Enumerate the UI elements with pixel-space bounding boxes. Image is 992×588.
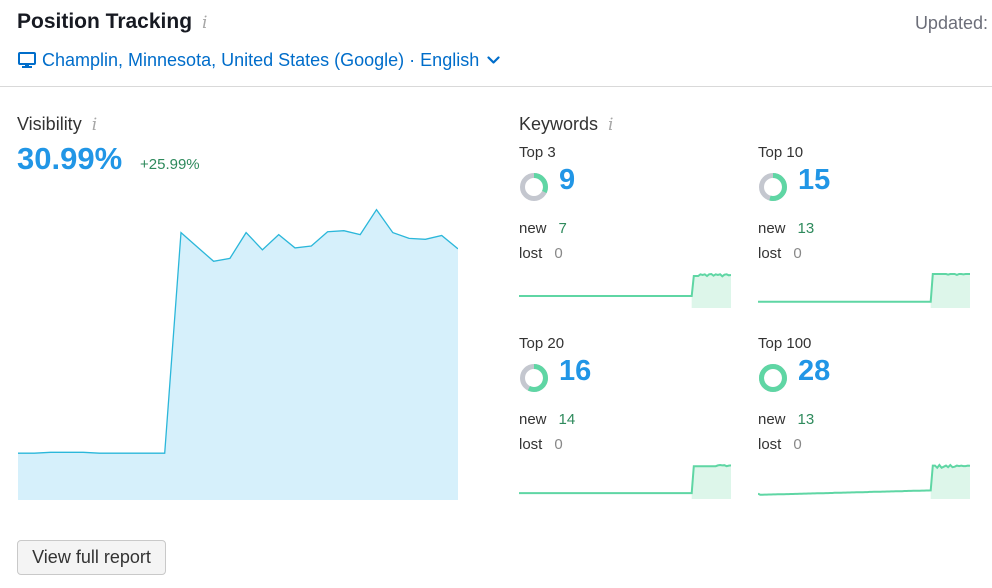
visibility-info-icon[interactable]: i [91,115,98,135]
keyword-card-top-100: Top 100 28 new 13 lost 0 [758,335,972,515]
new-label: new [519,411,547,428]
sparkline-line [519,463,731,495]
location-text[interactable]: Champlin, Minnesota, United States (Goog… [42,50,480,70]
sparkline-area [930,465,970,499]
donut-segment [759,364,787,392]
card-label: Top 20 [519,335,565,352]
new-row: new 14 [519,411,575,428]
lost-label: lost [519,245,543,262]
new-row: new 7 [519,220,567,237]
new-row: new 13 [758,220,814,237]
donut-chart-icon [520,364,548,392]
keywords-label-text: Keywords [519,114,599,134]
lost-value: 0 [793,436,802,453]
donut-chart-icon [520,173,548,201]
lost-label: lost [758,436,782,453]
lost-label: lost [758,245,782,262]
sparkline [758,463,970,499]
card-count[interactable]: 15 [798,164,831,196]
keywords-info-icon[interactable]: i [608,115,614,135]
title-text: Position Tracking [17,10,193,33]
keyword-card-top-3: Top 3 9 new 7 lost 0 [519,144,733,324]
donut-segment [759,173,787,201]
lost-row: lost 0 [519,436,563,453]
card-label: Top 10 [758,144,804,161]
sparkline-area [691,274,731,308]
lost-row: lost 0 [758,245,802,262]
visibility-area [18,209,458,500]
keyword-card-top-10: Top 10 15 new 13 lost 0 [758,144,972,324]
keyword-card-top-20: Top 20 16 new 14 lost 0 [519,335,733,515]
visibility-label-text: Visibility [17,114,82,134]
lost-value: 0 [554,436,563,453]
view-full-report-button[interactable]: View full report [17,540,166,575]
new-value[interactable]: 7 [558,220,567,237]
sparkline-line [519,272,731,297]
desktop-icon [18,52,36,68]
new-row: new 13 [758,411,814,428]
card-count[interactable]: 16 [559,355,592,387]
sparkline-line [758,273,970,303]
visibility-label: Visibility i [17,114,97,135]
new-value[interactable]: 13 [797,411,815,428]
new-label: new [758,220,786,237]
lost-row: lost 0 [758,436,802,453]
sparkline-area [691,465,731,499]
updated-label: Updated: [914,13,988,33]
sparkline [758,273,970,308]
donut-segment [520,173,548,201]
lost-value: 0 [793,245,802,262]
card-label: Top 3 [519,144,556,161]
new-label: new [519,220,547,237]
sparkline-area [930,274,970,308]
donut-chart-icon [759,364,787,392]
visibility-chart [18,208,458,500]
card-label: Top 100 [758,335,812,352]
new-value[interactable]: 13 [797,220,815,237]
info-icon[interactable]: i [202,13,208,33]
lost-label: lost [519,436,543,453]
keywords-label: Keywords i [519,114,613,135]
lost-value: 0 [554,245,563,262]
card-count[interactable]: 28 [798,355,831,387]
card-count[interactable]: 9 [559,164,576,196]
sparkline-line [758,463,970,496]
donut-segment [520,364,548,392]
page-title: Position Tracking i [17,10,207,34]
visibility-line [18,208,458,454]
visibility-value: 30.99% [17,141,123,176]
new-label: new [758,411,786,428]
donut-chart-icon [759,173,787,201]
sparkline [519,272,731,308]
page-header: Position Tracking i Updated: Champlin, Mi… [0,0,992,87]
sparkline [519,463,731,499]
lost-row: lost 0 [519,245,563,262]
visibility-delta: +25.99% [140,156,200,173]
location-selector[interactable]: Champlin, Minnesota, United States (Goog… [18,50,506,71]
chevron-down-icon[interactable] [487,56,500,65]
new-value[interactable]: 14 [558,411,576,428]
